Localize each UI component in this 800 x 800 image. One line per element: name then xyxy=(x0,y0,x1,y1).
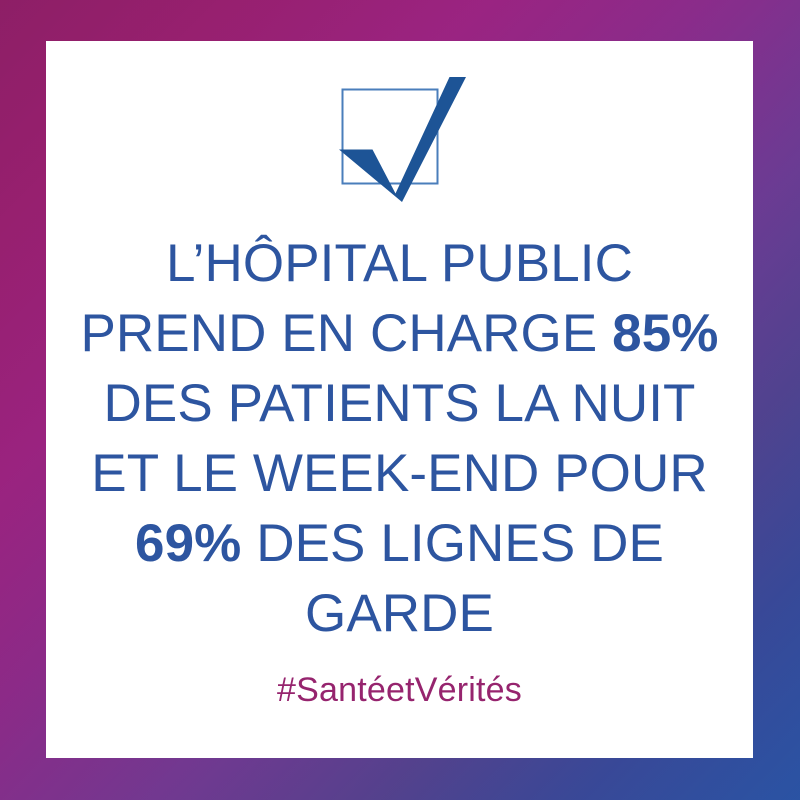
headline-line-2: PREND EN CHARGE 85% xyxy=(54,299,745,369)
white-content-panel: L’HÔPITAL PUBLIC PREND EN CHARGE 85% DES… xyxy=(46,41,753,758)
headline-line-2-text: PREND EN CHARGE xyxy=(80,304,613,363)
headline-line-5: 69% DES LIGNES DE xyxy=(54,509,745,579)
headline-line-5-text: DES LIGNES DE xyxy=(241,514,664,573)
hashtag-text: #SantéetVérités xyxy=(277,671,522,709)
checkbox-checkmark-logo xyxy=(338,75,469,203)
headline-line-4: ET LE WEEK-END POUR xyxy=(91,444,708,503)
stat-69-percent: 69% xyxy=(135,514,242,573)
headline-text: L’HÔPITAL PUBLIC PREND EN CHARGE 85% DES… xyxy=(46,229,753,649)
checkmark-icon xyxy=(338,77,466,202)
stat-85-percent: 85% xyxy=(612,304,719,363)
headline-line-3: DES PATIENTS LA NUIT xyxy=(103,374,696,433)
headline-line-1: L’HÔPITAL PUBLIC xyxy=(166,234,633,293)
headline-line-6: GARDE xyxy=(305,584,494,643)
checkbox-checkmark-icon xyxy=(338,77,466,202)
